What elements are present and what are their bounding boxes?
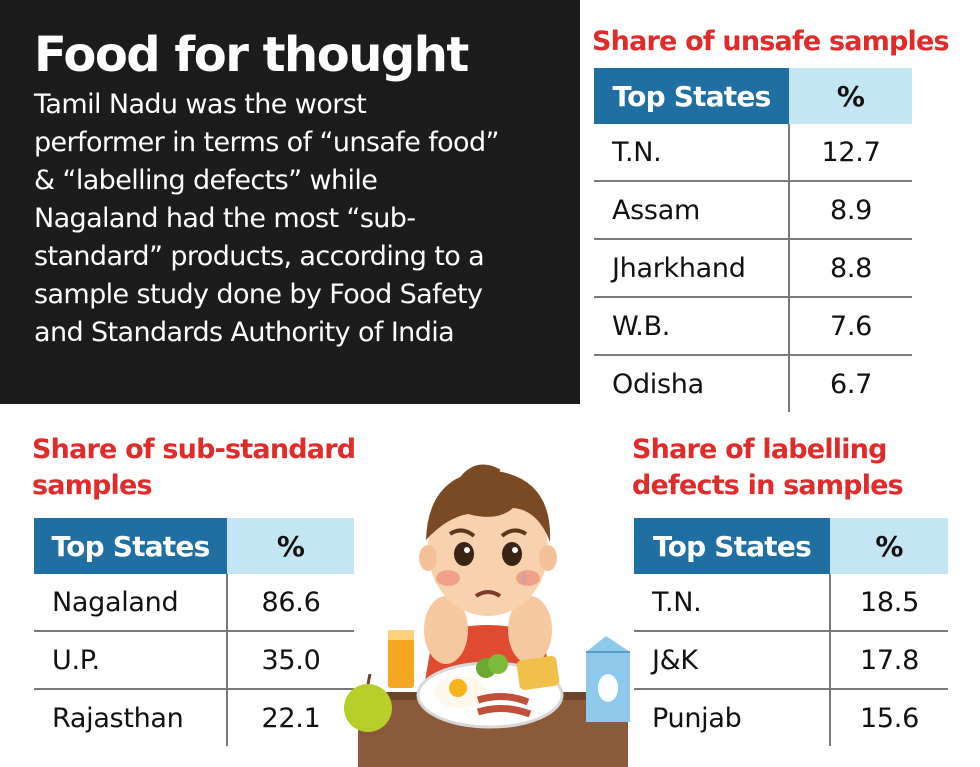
table-row: Odisha 6.7	[594, 355, 912, 412]
left-ear	[419, 545, 437, 571]
percent-cell: 17.8	[830, 631, 948, 690]
percent-cell: 6.7	[829, 368, 873, 400]
state-cell: Odisha	[594, 355, 790, 412]
labelling-defects-title: Share of labelling defects in samples	[632, 432, 904, 504]
percent-cell: 22.1	[261, 702, 321, 734]
percent-cell: 18.5	[830, 574, 948, 632]
percent-cell: 7.6	[789, 297, 912, 356]
labelling-title-line: Share of labelling	[632, 434, 887, 465]
table-row: Rajasthan 22.1	[34, 689, 354, 746]
table-row: U.P. 35.0	[34, 631, 354, 690]
intro-line: and Standards Authority of India	[34, 317, 455, 348]
intro-line: performer in terms of “unsafe food”	[34, 127, 499, 158]
intro-line: Tamil Nadu was the worst	[34, 89, 367, 120]
table-row: Assam 8.9	[594, 181, 912, 240]
left-hand	[424, 596, 468, 664]
table-row: Jharkhand 8.8	[594, 239, 912, 298]
column-header-state: Top States	[594, 68, 789, 124]
table-row: T.N. 12.7	[594, 124, 912, 182]
state-cell: Assam	[594, 181, 790, 240]
child-face	[428, 484, 548, 616]
column-header-percent: %	[789, 68, 912, 124]
page-title: Food for thought	[34, 27, 469, 83]
percent-cell: 8.8	[789, 239, 912, 298]
right-hand	[508, 596, 552, 664]
table-row: J&K 17.8	[634, 631, 948, 690]
substandard-samples-table: Top States % Nagaland 86.6 U.P. 35.0 Raj…	[34, 518, 354, 746]
intro-description: Tamil Nadu was the worst performer in te…	[34, 86, 560, 352]
state-cell: Nagaland	[34, 574, 228, 632]
column-header-state: Top States	[634, 518, 830, 574]
right-eye	[502, 542, 522, 566]
state-cell: Jharkhand	[594, 239, 790, 298]
percent-cell: 35.0	[227, 631, 354, 690]
state-cell: Punjab	[634, 689, 831, 746]
apple	[344, 684, 392, 732]
state-cell: U.P.	[34, 631, 228, 690]
percent-cell: 12.7	[789, 124, 912, 182]
table-row: W.B. 7.6	[594, 297, 912, 356]
column-header-percent: %	[227, 518, 354, 574]
column-header-state: Top States	[34, 518, 227, 574]
sad-mouth	[474, 590, 502, 598]
state-cell: T.N.	[634, 574, 831, 632]
substandard-title-line: Share of sub-standard	[32, 434, 356, 465]
labelling-title-line: defects in samples	[632, 470, 904, 501]
juice-glass	[388, 630, 414, 688]
intro-panel: Food for thought Tamil Nadu was the wors…	[0, 0, 580, 404]
intro-line: standard” products, according to a	[34, 241, 485, 272]
intro-line: Nagaland had the most “sub-	[34, 203, 416, 234]
unsafe-samples-table: Top States % T.N. 12.7 Assam 8.9 Jharkha…	[594, 68, 912, 412]
toast	[516, 656, 560, 690]
state-cell: W.B.	[594, 297, 790, 356]
intro-line: & “labelling defects” while	[34, 165, 378, 196]
state-cell: J&K	[634, 631, 831, 690]
right-ear	[539, 545, 557, 571]
intro-line: sample study done by Food Safety	[34, 279, 483, 310]
table-row: T.N. 18.5	[634, 574, 948, 632]
unsafe-samples-title: Share of unsafe samples	[592, 26, 950, 57]
percent-cell: 15.6	[860, 702, 919, 734]
column-header-percent: %	[830, 518, 948, 574]
table-row: Nagaland 86.6	[34, 574, 354, 632]
substandard-samples-title: Share of sub-standard samples	[32, 432, 356, 504]
labelling-defects-table: Top States % T.N. 18.5 J&K 17.8 Punjab 1…	[634, 518, 948, 746]
state-cell: Rajasthan	[34, 689, 228, 746]
percent-cell: 86.6	[227, 574, 354, 632]
percent-cell: 8.9	[789, 181, 912, 240]
substandard-title-line: samples	[32, 470, 153, 501]
state-cell: T.N.	[594, 124, 790, 182]
sad-child-breakfast-illustration	[344, 464, 630, 767]
table-row: Punjab 15.6	[634, 689, 948, 746]
left-eye	[454, 542, 474, 566]
